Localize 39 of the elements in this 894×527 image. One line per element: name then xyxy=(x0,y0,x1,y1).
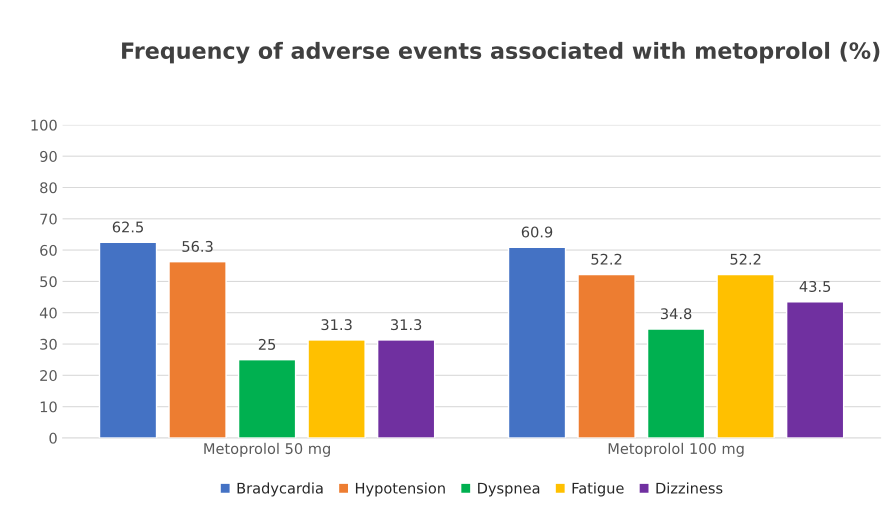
bar xyxy=(508,246,566,438)
chart-title: Frequency of adverse events associated with metoprolol (%) xyxy=(122,42,880,64)
y-tick-label: 70 xyxy=(40,214,57,225)
data-label: 62.5 xyxy=(112,221,143,233)
y-tick-label: 90 xyxy=(40,150,57,162)
bar xyxy=(646,328,706,438)
bar xyxy=(716,274,775,438)
y-tick-label: 30 xyxy=(40,338,57,350)
data-label: 25 xyxy=(258,338,276,350)
data-label: 60.9 xyxy=(522,226,552,238)
y-tick-label: 80 xyxy=(40,182,57,194)
y-tick-label: 60 xyxy=(40,244,57,256)
y-tick-label: 20 xyxy=(40,370,57,382)
data-label: 56.3 xyxy=(182,240,213,252)
bar xyxy=(98,242,158,438)
data-label: 34.8 xyxy=(660,308,692,320)
bar xyxy=(307,339,366,438)
x-tick-label: Metoprolol 100 mg xyxy=(608,442,744,457)
bar xyxy=(786,301,844,438)
legend-label: Bradycardia xyxy=(238,482,323,496)
bar xyxy=(376,339,436,438)
data-label: 52.2 xyxy=(730,254,760,265)
y-tick-label: 40 xyxy=(40,307,57,318)
y-tick-label: 10 xyxy=(40,401,57,412)
x-tick-label: Metoprolol 50 mg xyxy=(204,442,330,457)
data-label: 31.3 xyxy=(391,319,422,330)
legend-label: Dyspnea xyxy=(478,482,540,496)
legend-label: Dizziness xyxy=(656,482,722,494)
data-label: 31.3 xyxy=(321,319,352,330)
legend-label: Hypotension xyxy=(356,482,445,496)
data-label: 43.5 xyxy=(800,280,830,292)
y-tick-label: 0 xyxy=(49,432,57,444)
data-label: 52.2 xyxy=(591,254,622,265)
bar xyxy=(238,358,296,438)
bar xyxy=(577,274,636,438)
y-tick-label: 100 xyxy=(31,120,57,131)
bar xyxy=(168,261,227,438)
y-tick-label: 50 xyxy=(40,276,57,288)
legend-label: Fatigue xyxy=(572,482,624,496)
